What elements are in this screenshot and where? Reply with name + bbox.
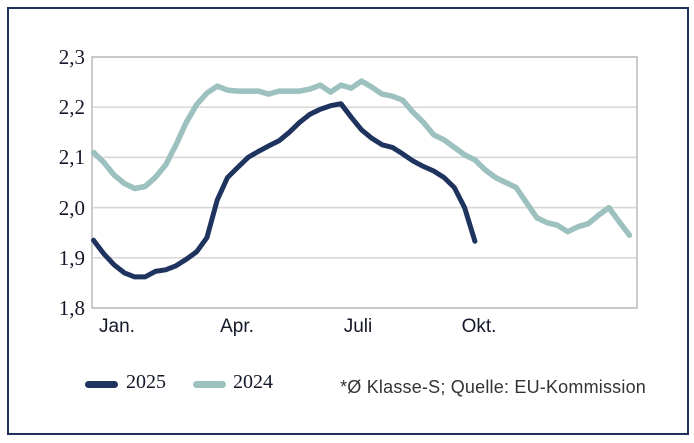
legend-label-2025: 2025 [126, 371, 166, 393]
x-tick-label: Juli [343, 316, 373, 337]
y-tick-label: 2,3 [58, 45, 85, 69]
series-line-2024 [90, 78, 633, 238]
legend-swatch-2025 [85, 381, 118, 388]
y-tick-label: 2,0 [58, 196, 85, 220]
x-tick-label: Okt. [461, 316, 497, 337]
x-tick-label: Jan. [99, 316, 135, 337]
series-line-2025 [91, 101, 478, 280]
y-tick-label: 2,2 [58, 95, 85, 119]
plot-border [91, 56, 638, 309]
y-tick-label: 1,8 [58, 296, 85, 320]
x-tick-label: Apr. [220, 316, 254, 337]
y-tick-label: 2,1 [58, 145, 85, 169]
source-footnote: *Ø Klasse-S; Quelle: EU-Kommission [340, 377, 646, 397]
legend-swatch-2024 [193, 381, 226, 388]
legend-label-2024: 2024 [233, 371, 273, 393]
chart-frame-border [7, 7, 689, 435]
y-tick-label: 1,9 [58, 246, 85, 270]
